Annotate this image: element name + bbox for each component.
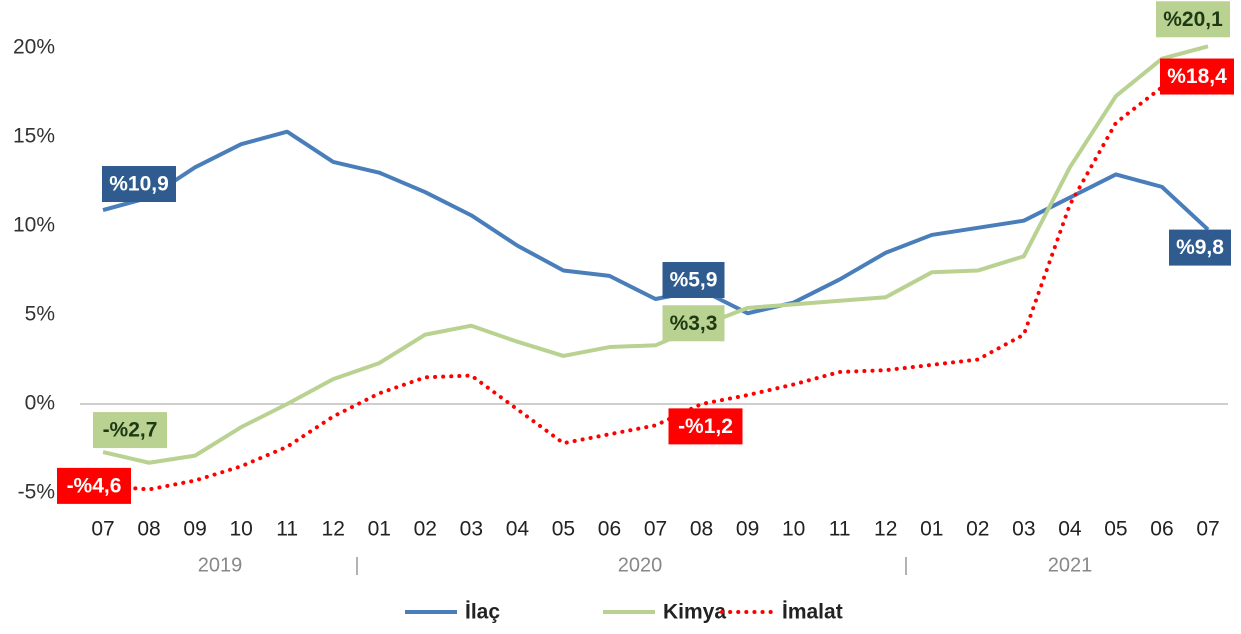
y-tick-label: 5%	[25, 303, 55, 326]
series-line	[102, 44, 1209, 465]
data-label-box	[1160, 58, 1234, 95]
data-label: -%2,7	[103, 419, 158, 442]
data-label-box	[662, 262, 725, 299]
x-tick-label: 11	[829, 518, 851, 541]
y-tick-label: 20%	[13, 36, 55, 59]
x-tick-label: 12	[322, 518, 345, 541]
legend-label: Kimya	[663, 601, 726, 624]
data-label-box	[57, 467, 131, 504]
x-tick-label: 05	[552, 518, 575, 541]
year-label: 2020	[618, 554, 663, 576]
x-tick-label: 09	[736, 518, 759, 541]
data-label-box	[1156, 1, 1230, 38]
data-label: %18,4	[1167, 65, 1227, 88]
data-label: %5,9	[670, 269, 718, 292]
x-tick-label: 01	[920, 518, 943, 541]
x-tick-label: 03	[1012, 518, 1035, 541]
data-label: %3,3	[670, 312, 718, 335]
x-tick-label: 11	[276, 518, 298, 541]
year-label: 2021	[1048, 554, 1093, 576]
y-tick-label: 15%	[13, 125, 55, 148]
x-tick-label: 10	[782, 518, 805, 541]
x-tick-label: 08	[137, 518, 160, 541]
x-tick-label: 07	[1196, 518, 1219, 541]
x-tick-label: 09	[183, 518, 206, 541]
y-tick-label: 10%	[13, 214, 55, 237]
data-label: %9,8	[1176, 236, 1224, 259]
legend-label: İlaç	[465, 601, 500, 624]
x-tick-label: 04	[1058, 518, 1082, 541]
data-label: -%1,2	[678, 415, 733, 438]
data-label-box	[102, 166, 176, 203]
x-tick-label: 07	[91, 518, 114, 541]
series-line	[102, 129, 1210, 316]
year-label: 2019	[198, 554, 243, 576]
x-tick-label: 02	[966, 518, 989, 541]
x-tick-label: 07	[644, 518, 667, 541]
data-label-box	[662, 305, 725, 342]
data-label: %10,9	[109, 173, 169, 196]
data-label-box	[93, 412, 167, 449]
legend-label: İmalat	[782, 601, 843, 624]
x-tick-label: 03	[460, 518, 483, 541]
y-tick-label: 0%	[25, 392, 55, 415]
x-tick-label: 06	[598, 518, 621, 541]
x-tick-label: 01	[368, 518, 391, 541]
x-tick-label: 08	[690, 518, 713, 541]
data-label: %20,1	[1163, 8, 1223, 31]
x-tick-label: 04	[506, 518, 530, 541]
series-line	[101, 74, 1210, 492]
data-label-box	[668, 408, 743, 445]
y-tick-label: -5%	[18, 481, 55, 504]
x-tick-label: 05	[1104, 518, 1127, 541]
x-tick-label: 10	[229, 518, 252, 541]
x-tick-label: 02	[414, 518, 437, 541]
x-tick-label: 12	[874, 518, 897, 541]
data-label-box	[1169, 229, 1231, 266]
x-tick-label: 06	[1150, 518, 1173, 541]
data-label: -%4,6	[67, 474, 122, 497]
